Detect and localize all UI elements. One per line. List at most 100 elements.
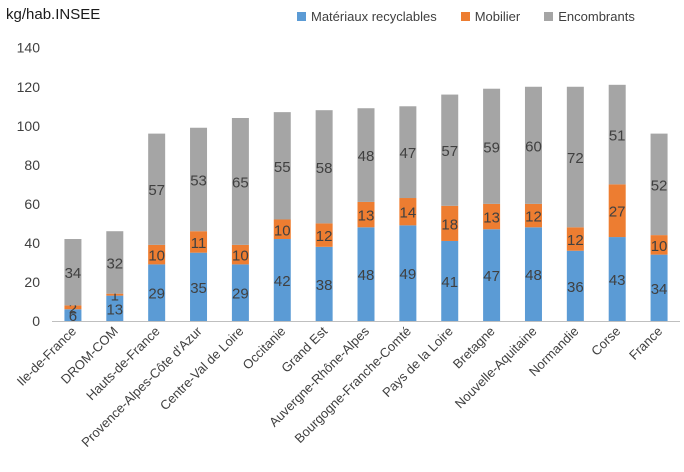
- bar-segment-recyclables: [64, 309, 82, 321]
- bar-segment-encombrants: [148, 133, 166, 245]
- bar-segment-encombrants: [273, 112, 291, 220]
- data-label-mobilier: 2: [69, 300, 77, 317]
- data-label-mobilier: 12: [567, 232, 584, 249]
- data-label-recyclables: 47: [483, 268, 500, 285]
- bar-segment-encombrants: [441, 94, 459, 206]
- bar-segment-mobilier: [190, 231, 208, 253]
- data-label-recyclables: 48: [358, 267, 375, 284]
- bar-segment-mobilier: [357, 201, 375, 228]
- bar-segment-mobilier: [106, 293, 124, 296]
- legend-label-recyclables: Matériaux recyclables: [311, 9, 437, 24]
- data-label-recyclables: 34: [651, 281, 668, 298]
- data-label-recyclables: 35: [190, 280, 207, 297]
- bar-segment-encombrants: [650, 133, 668, 236]
- x-tick-label: Hauts-de-France: [83, 324, 163, 404]
- bar-segment-encombrants: [106, 231, 124, 294]
- bar-segment-recyclables: [524, 227, 542, 321]
- data-label-mobilier: 18: [441, 216, 458, 233]
- legend-swatch-recyclables: [297, 12, 306, 21]
- bar-segment-encombrants: [357, 108, 375, 202]
- legend-item-recyclables: Matériaux recyclables: [297, 9, 437, 24]
- y-unit-label: kg/hab.INSEE: [6, 6, 101, 23]
- bar-segment-mobilier: [524, 203, 542, 228]
- bar-segment-recyclables: [148, 264, 166, 321]
- data-label-mobilier: 10: [651, 238, 668, 255]
- data-label-mobilier: 13: [358, 208, 375, 225]
- bar-segment-recyclables: [483, 229, 501, 321]
- bar-segment-recyclables: [273, 239, 291, 321]
- data-label-encombrants: 72: [567, 150, 584, 167]
- bar-segment-mobilier: [441, 205, 459, 241]
- data-label-encombrants: 48: [358, 148, 375, 165]
- legend-label-mobilier: Mobilier: [474, 9, 521, 24]
- bar-segment-recyclables: [650, 254, 668, 321]
- bar-segment-recyclables: [441, 240, 459, 321]
- bar-segment-encombrants: [315, 110, 333, 224]
- data-label-recyclables: 49: [400, 266, 417, 283]
- bar-segment-mobilier: [315, 223, 333, 247]
- bar-segment-encombrants: [231, 117, 249, 245]
- data-label-recyclables: 29: [148, 286, 165, 303]
- data-label-mobilier: 10: [148, 248, 165, 265]
- data-label-mobilier: 27: [609, 204, 626, 221]
- x-tick-label: Corse: [588, 324, 623, 359]
- data-label-recyclables: 13: [106, 301, 123, 318]
- data-label-mobilier: 10: [274, 222, 291, 239]
- bar-segment-mobilier: [566, 227, 584, 251]
- bar-segment-mobilier: [608, 184, 626, 238]
- data-label-encombrants: 65: [232, 174, 249, 191]
- data-label-mobilier: 12: [525, 209, 542, 226]
- data-label-encombrants: 32: [106, 255, 123, 272]
- data-label-recyclables: 41: [441, 274, 458, 291]
- data-label-encombrants: 60: [525, 138, 542, 155]
- legend-item-mobilier: Mobilier: [460, 9, 521, 24]
- data-label-mobilier: 10: [232, 248, 249, 265]
- legend-label-encombrants: Encombrants: [558, 9, 635, 24]
- bar-segment-encombrants: [399, 106, 417, 199]
- bar-segment-mobilier: [650, 235, 668, 255]
- bar-segment-encombrants: [483, 88, 501, 204]
- data-label-recyclables: 36: [567, 279, 584, 296]
- x-tick-label: France: [626, 324, 665, 363]
- data-label-encombrants: 47: [400, 145, 417, 162]
- data-label-encombrants: 55: [274, 159, 291, 176]
- data-label-recyclables: 48: [525, 267, 542, 284]
- bar-segment-encombrants: [566, 86, 584, 228]
- data-label-mobilier: 14: [400, 205, 417, 222]
- data-label-recyclables: 29: [232, 286, 249, 303]
- bar-segment-mobilier: [148, 244, 166, 265]
- data-label-encombrants: 57: [148, 182, 165, 199]
- legend-item-encombrants: Encombrants: [544, 9, 635, 24]
- data-label-mobilier: 1: [111, 288, 119, 305]
- data-label-encombrants: 57: [441, 143, 458, 160]
- data-label-mobilier: 12: [316, 228, 333, 245]
- legend-swatch-encombrants: [544, 12, 554, 21]
- y-tick-label: 100: [17, 118, 41, 134]
- data-label-recyclables: 43: [609, 272, 626, 289]
- data-label-recyclables: 42: [274, 273, 291, 290]
- bar-segment-mobilier: [399, 198, 417, 226]
- data-label-mobilier: 13: [483, 210, 500, 227]
- data-label-encombrants: 53: [190, 172, 207, 189]
- data-label-encombrants: 34: [65, 265, 82, 282]
- bar-segment-recyclables: [315, 246, 333, 321]
- bar-segment-recyclables: [190, 252, 208, 321]
- bar-segment-recyclables: [106, 295, 124, 321]
- data-label-recyclables: 6: [69, 308, 77, 325]
- y-tick-label: 120: [17, 79, 41, 95]
- data-label-recyclables: 38: [316, 277, 333, 294]
- legend-swatch-mobilier: [460, 12, 470, 21]
- bar-segment-recyclables: [399, 225, 417, 321]
- data-label-mobilier: 11: [191, 235, 207, 252]
- bar-segment-recyclables: [357, 227, 375, 321]
- bar-segment-mobilier: [273, 219, 291, 240]
- bar-segment-mobilier: [231, 244, 249, 265]
- data-label-encombrants: 59: [483, 139, 500, 156]
- bar-segment-recyclables: [231, 264, 249, 321]
- y-tick-label: 0: [32, 313, 40, 329]
- bar-segment-encombrants: [64, 239, 82, 306]
- bar-segment-recyclables: [608, 237, 626, 321]
- data-label-encombrants: 52: [651, 177, 668, 194]
- data-label-encombrants: 58: [316, 160, 333, 177]
- y-tick-label: 140: [17, 40, 41, 56]
